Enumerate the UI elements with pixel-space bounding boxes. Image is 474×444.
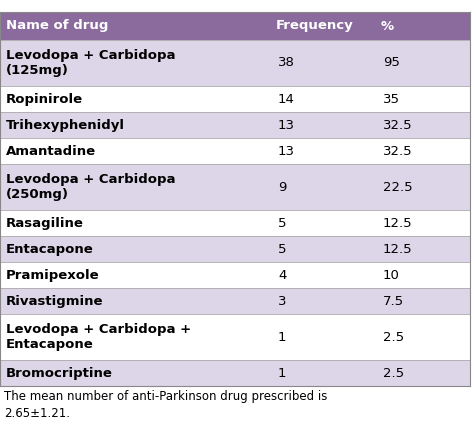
Bar (0, 360, 470, 386)
Text: 3: 3 (278, 294, 286, 308)
Text: 12.5: 12.5 (383, 217, 413, 230)
Text: 7.5: 7.5 (383, 294, 404, 308)
Text: Pramipexole: Pramipexole (6, 269, 100, 281)
Text: Levodopa + Carbidopa
(125mg): Levodopa + Carbidopa (125mg) (6, 49, 175, 77)
Text: 5: 5 (278, 242, 286, 255)
Bar (0, 112, 470, 138)
Bar (0, 86, 470, 112)
Bar (0, 236, 470, 262)
Bar (0, 40, 470, 86)
Text: 12.5: 12.5 (383, 242, 413, 255)
Text: 10: 10 (383, 269, 400, 281)
Text: 32.5: 32.5 (383, 119, 413, 131)
Bar (0, 288, 470, 314)
Text: 9: 9 (278, 181, 286, 194)
Text: Levodopa + Carbidopa +
Entacapone: Levodopa + Carbidopa + Entacapone (6, 323, 191, 351)
Bar (0, 210, 470, 236)
Bar (0, 164, 470, 210)
Text: 32.5: 32.5 (383, 144, 413, 158)
Text: Rivastigmine: Rivastigmine (6, 294, 103, 308)
Text: Amantadine: Amantadine (6, 144, 96, 158)
Text: 2.5: 2.5 (383, 330, 404, 344)
Text: 22.5: 22.5 (383, 181, 413, 194)
Text: 95: 95 (383, 56, 400, 70)
Text: 35: 35 (383, 92, 400, 106)
Text: Entacapone: Entacapone (6, 242, 94, 255)
Text: 5: 5 (278, 217, 286, 230)
Text: Name of drug: Name of drug (6, 20, 109, 32)
Text: Bromocriptine: Bromocriptine (6, 366, 113, 380)
Text: Frequency: Frequency (276, 20, 354, 32)
Bar (0, 12, 470, 40)
Bar (0, 138, 470, 164)
Text: Rasagiline: Rasagiline (6, 217, 84, 230)
Text: 14: 14 (278, 92, 295, 106)
Text: 2.5: 2.5 (383, 366, 404, 380)
Text: Levodopa + Carbidopa
(250mg): Levodopa + Carbidopa (250mg) (6, 173, 175, 201)
Text: 1: 1 (278, 366, 286, 380)
Text: Trihexyphenidyl: Trihexyphenidyl (6, 119, 125, 131)
Text: 4: 4 (278, 269, 286, 281)
Text: %: % (381, 20, 394, 32)
Bar (0, 262, 470, 288)
Text: 13: 13 (278, 144, 295, 158)
Text: 1: 1 (278, 330, 286, 344)
Text: 38: 38 (278, 56, 295, 70)
Text: Ropinirole: Ropinirole (6, 92, 83, 106)
Bar (0, 314, 470, 360)
Text: 13: 13 (278, 119, 295, 131)
Text: The mean number of anti-Parkinson drug prescribed is
2.65±1.21.: The mean number of anti-Parkinson drug p… (4, 390, 328, 420)
